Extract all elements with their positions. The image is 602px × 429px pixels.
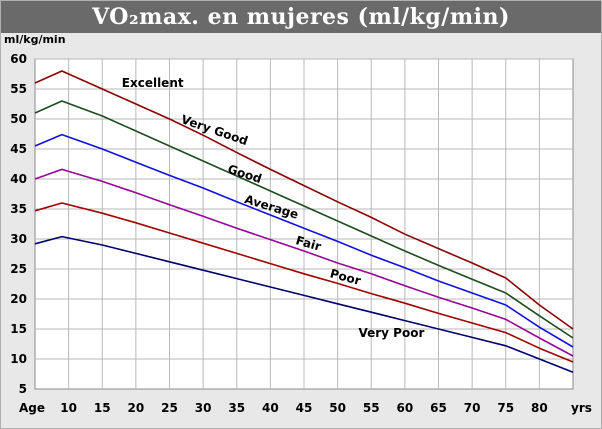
x-tick-label: 25 bbox=[161, 401, 178, 415]
x-axis-ticks: 10 15 20 25 30 35 40 45 50 55 60 65 70 75 80 bbox=[60, 401, 547, 415]
y-tick-label: 60 bbox=[10, 52, 27, 66]
y-tick-label: 20 bbox=[10, 292, 27, 306]
series-label-excellent: Excellent bbox=[122, 76, 184, 90]
series-line-very-good bbox=[34, 100, 574, 339]
y-axis-ticks: 5 10 15 20 25 30 35 40 45 50 55 60 bbox=[10, 52, 27, 396]
x-axis-first-label: Age bbox=[19, 401, 45, 415]
x-tick-label: 30 bbox=[195, 401, 212, 415]
y-tick-label: 45 bbox=[10, 142, 27, 156]
y-tick-label: 5 bbox=[19, 382, 27, 396]
y-axis-label: ml/kg/min bbox=[4, 33, 66, 46]
series-line-fair bbox=[34, 202, 574, 363]
x-tick-label: 20 bbox=[128, 401, 145, 415]
x-tick-label: 15 bbox=[94, 401, 111, 415]
y-tick-label: 40 bbox=[10, 172, 27, 186]
chart-title: VO₂max. en mujeres (ml/kg/min) bbox=[92, 4, 510, 30]
x-tick-label: 10 bbox=[60, 401, 77, 415]
x-tick-label: 40 bbox=[262, 401, 279, 415]
series-label-fair: Fair bbox=[294, 233, 323, 254]
x-tick-label: 45 bbox=[296, 401, 313, 415]
y-tick-label: 55 bbox=[10, 82, 27, 96]
x-tick-label: 65 bbox=[430, 401, 447, 415]
y-tick-label: 30 bbox=[10, 232, 27, 246]
y-tick-label: 15 bbox=[10, 322, 27, 336]
x-tick-label: 50 bbox=[329, 401, 346, 415]
y-tick-label: 25 bbox=[10, 262, 27, 276]
y-tick-label: 50 bbox=[10, 112, 27, 126]
x-axis-last-label: yrs bbox=[571, 401, 592, 415]
series-line-excellent bbox=[34, 70, 574, 330]
grid bbox=[35, 58, 573, 389]
x-tick-label: 35 bbox=[228, 401, 245, 415]
x-tick-label: 80 bbox=[531, 401, 548, 415]
x-tick-label: 75 bbox=[497, 401, 514, 415]
series-label-very-poor: Very Poor bbox=[358, 326, 424, 340]
y-tick-label: 35 bbox=[10, 202, 27, 216]
series-line-poor bbox=[34, 235, 574, 373]
title-bar bbox=[1, 1, 601, 33]
series-line-good bbox=[34, 133, 574, 348]
series-line-average bbox=[34, 168, 574, 357]
series-lines bbox=[34, 70, 574, 373]
x-tick-label: 55 bbox=[363, 401, 380, 415]
x-tick-label: 70 bbox=[464, 401, 481, 415]
y-tick-label: 10 bbox=[10, 352, 27, 366]
x-tick-label: 60 bbox=[397, 401, 414, 415]
